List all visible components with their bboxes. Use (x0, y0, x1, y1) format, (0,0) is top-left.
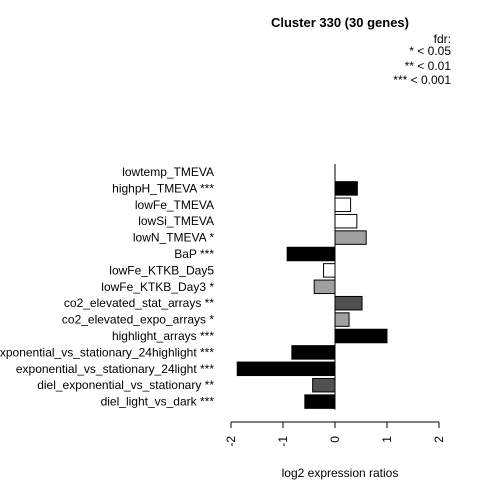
category-label-12: exponential_vs_stationary_24light *** (16, 362, 214, 376)
x-tick-label-3: 1 (380, 436, 394, 443)
category-label-1: highpH_TMEVA *** (112, 181, 214, 195)
bar-1 (334, 181, 358, 196)
bar-8 (334, 295, 363, 311)
bar-2 (334, 197, 352, 213)
legend-entry-1: * < 0.05 (409, 44, 451, 58)
bar-5 (286, 246, 336, 262)
category-label-8: co2_elevated_stat_arrays ** (64, 296, 214, 310)
category-label-7: lowFe_KTKB_Day3 * (101, 280, 214, 294)
bar-14 (304, 394, 336, 409)
category-label-3: lowSi_TMEVA (138, 214, 214, 228)
x-tick-label-2: 0 (328, 436, 342, 443)
x-tick-label-4: 2 (432, 436, 446, 443)
legend: fdr: * < 0.05 ** < 0.01 *** < 0.001 (393, 32, 451, 87)
category-label-10: highlight_arrays *** (112, 329, 214, 343)
category-label-5: BaP *** (174, 247, 214, 261)
bar-group (236, 164, 388, 409)
category-label-0: lowtemp_TMEVA (122, 165, 214, 179)
x-axis-label: log2 expression ratios (282, 466, 399, 480)
category-label-4: lowN_TMEVA * (133, 231, 214, 245)
bar-3 (334, 213, 358, 229)
category-labels: lowtemp_TMEVA highpH_TMEVA *** lowFe_TMEVA… (0, 165, 214, 409)
bar-11 (291, 345, 336, 360)
x-axis: -2 -1 0 1 2 (224, 421, 446, 447)
bar-9 (334, 312, 350, 327)
category-label-14: diel_light_vs_dark *** (101, 395, 215, 409)
category-label-13: diel_exponential_vs_stationary ** (37, 378, 214, 392)
legend-entry-2: ** < 0.01 (405, 59, 452, 73)
category-label-6: lowFe_KTKB_Day5 (109, 263, 214, 277)
bar-4 (334, 230, 367, 245)
bar-6 (323, 263, 336, 278)
category-label-9: co2_elevated_expo_arrays * (62, 313, 214, 327)
legend-title: fdr: (434, 32, 451, 46)
bar-7 (313, 279, 336, 295)
category-label-11: exponential_vs_stationary_24highlight **… (0, 345, 214, 359)
category-label-2: lowFe_TMEVA (135, 198, 214, 212)
bar-10 (334, 328, 388, 344)
bar-13 (312, 377, 336, 393)
x-tick-label-0: -2 (224, 436, 238, 447)
bar-12 (236, 361, 336, 377)
x-tick-label-1: -1 (276, 436, 290, 447)
chart-title: Cluster 330 (30 genes) (271, 15, 409, 30)
legend-entry-3: *** < 0.001 (393, 73, 451, 87)
